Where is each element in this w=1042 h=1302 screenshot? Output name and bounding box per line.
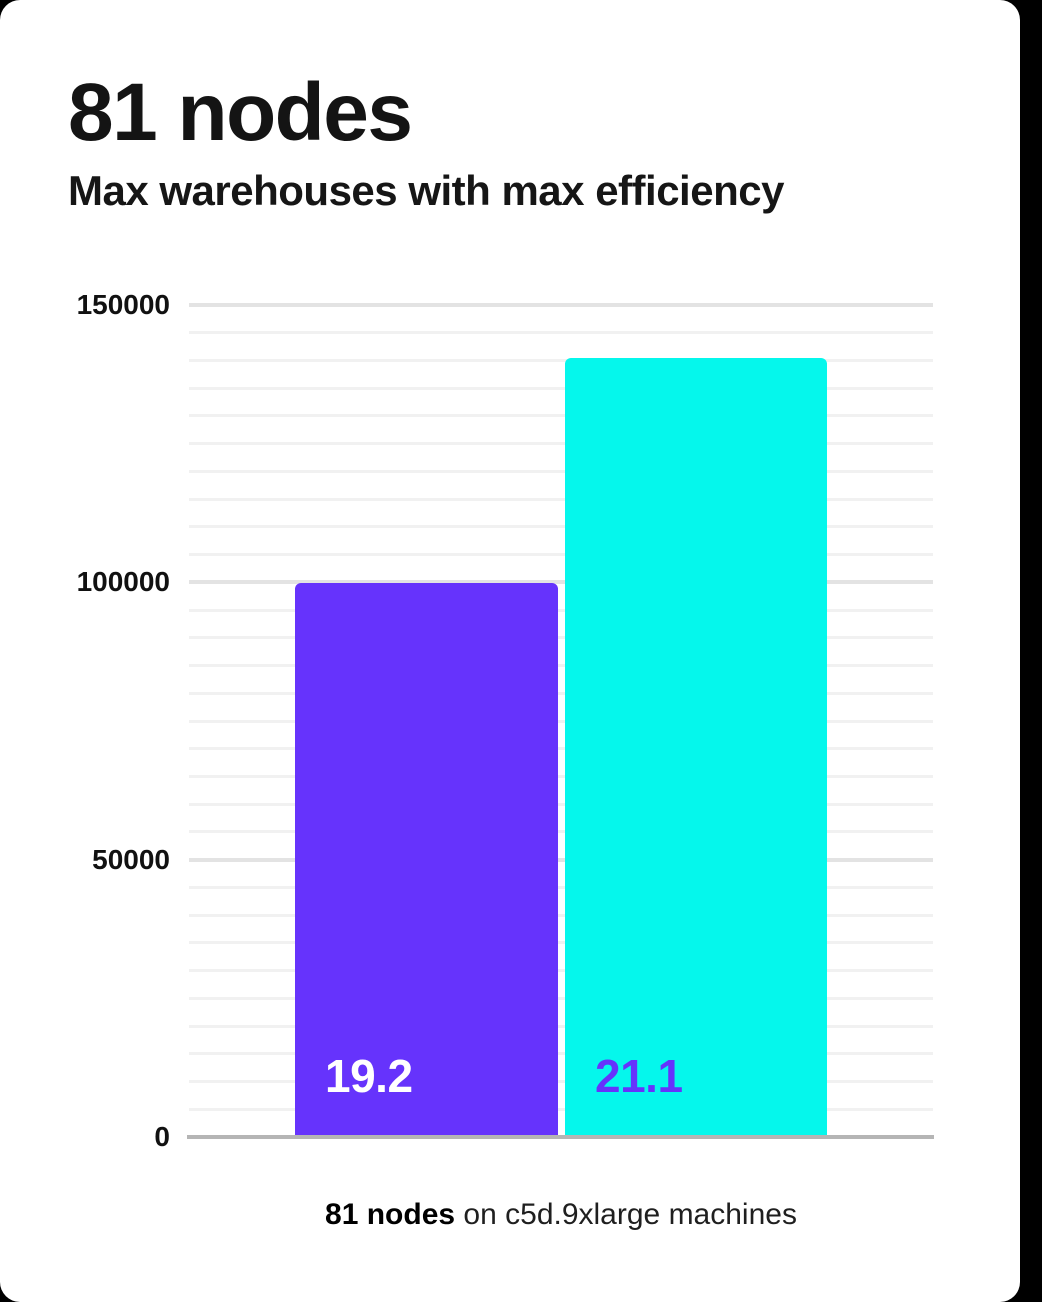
y-axis-labels: 150000 100000 50000 0 bbox=[0, 291, 170, 1151]
minor-gridline bbox=[189, 941, 933, 945]
minor-gridline bbox=[189, 442, 933, 446]
minor-gridline bbox=[189, 969, 933, 973]
minor-gridline bbox=[189, 636, 933, 640]
minor-gridline bbox=[189, 469, 933, 473]
minor-gridline bbox=[189, 664, 933, 667]
bar-21.1: 21.1 bbox=[565, 358, 827, 1135]
major-gridline bbox=[189, 580, 933, 585]
minor-gridline bbox=[189, 331, 933, 335]
minor-gridline bbox=[189, 608, 933, 612]
y-tick-label: 100000 bbox=[76, 566, 170, 598]
caption-bold-text: 81 nodes bbox=[325, 1198, 456, 1231]
bar-19.2: 19.2 bbox=[295, 583, 558, 1135]
page-subtitle: Max warehouses with max efficiency bbox=[68, 167, 784, 214]
page-title: 81 nodes bbox=[68, 67, 413, 158]
plot-area: 19.2 21.1 bbox=[187, 303, 934, 1139]
caption-regular-text: on c5d.9xlarge machines bbox=[455, 1198, 797, 1231]
chart-caption: 81 nodes on c5d.9xlarge machines bbox=[189, 1197, 933, 1233]
minor-gridline bbox=[189, 802, 933, 806]
major-gridline bbox=[189, 303, 933, 307]
minor-gridline bbox=[189, 885, 933, 889]
y-tick-label: 50000 bbox=[92, 843, 170, 875]
minor-gridline bbox=[189, 386, 933, 390]
minor-gridline bbox=[189, 913, 933, 917]
minor-gridline bbox=[189, 497, 933, 501]
minor-gridline bbox=[189, 414, 933, 418]
minor-gridline bbox=[189, 830, 933, 834]
bar-value-label: 21.1 bbox=[595, 1050, 683, 1102]
minor-gridline bbox=[189, 996, 933, 1000]
y-tick-label: 0 bbox=[154, 1121, 170, 1152]
bar-value-label: 19.2 bbox=[325, 1050, 413, 1102]
major-gridline bbox=[189, 857, 933, 862]
minor-gridline bbox=[189, 719, 933, 723]
x-axis-line bbox=[187, 1135, 934, 1139]
minor-gridline bbox=[189, 1107, 933, 1111]
minor-gridline bbox=[189, 775, 933, 778]
chart-card: 81 nodes Max warehouses with max efficie… bbox=[0, 0, 1020, 1302]
minor-gridline bbox=[189, 525, 933, 529]
bar-chart: 150000 100000 50000 0 19.2 21.1 bbox=[0, 291, 934, 1151]
minor-gridline bbox=[189, 553, 933, 557]
minor-gridline bbox=[189, 1024, 933, 1028]
minor-gridline bbox=[189, 747, 933, 751]
minor-gridline bbox=[189, 1080, 933, 1083]
minor-gridline bbox=[189, 691, 933, 695]
minor-gridline bbox=[189, 359, 933, 362]
y-tick-label: 150000 bbox=[76, 289, 170, 320]
minor-gridline bbox=[189, 1052, 933, 1056]
